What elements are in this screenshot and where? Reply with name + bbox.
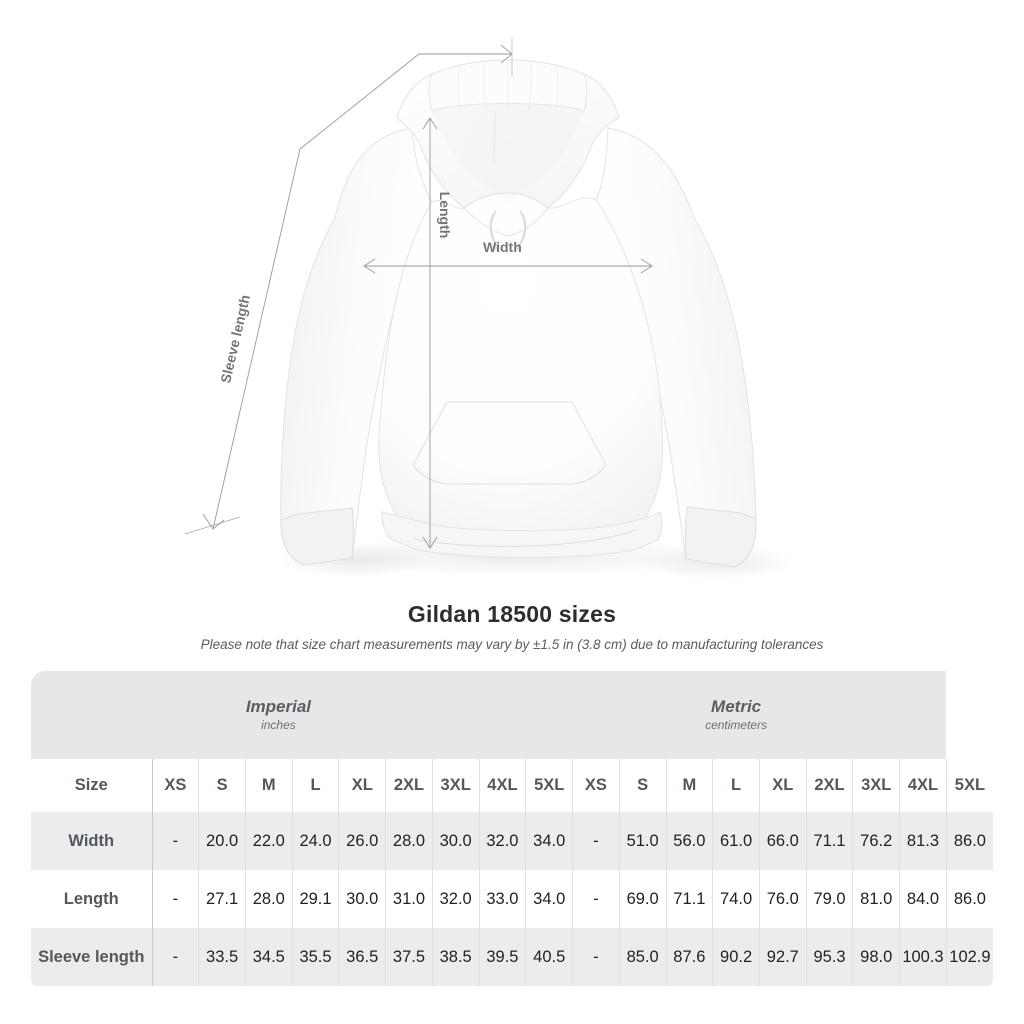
svg-text:Length: Length [437,192,453,239]
svg-text:Sleeve length: Sleeve length [217,293,253,385]
svg-text:Width: Width [483,239,522,255]
